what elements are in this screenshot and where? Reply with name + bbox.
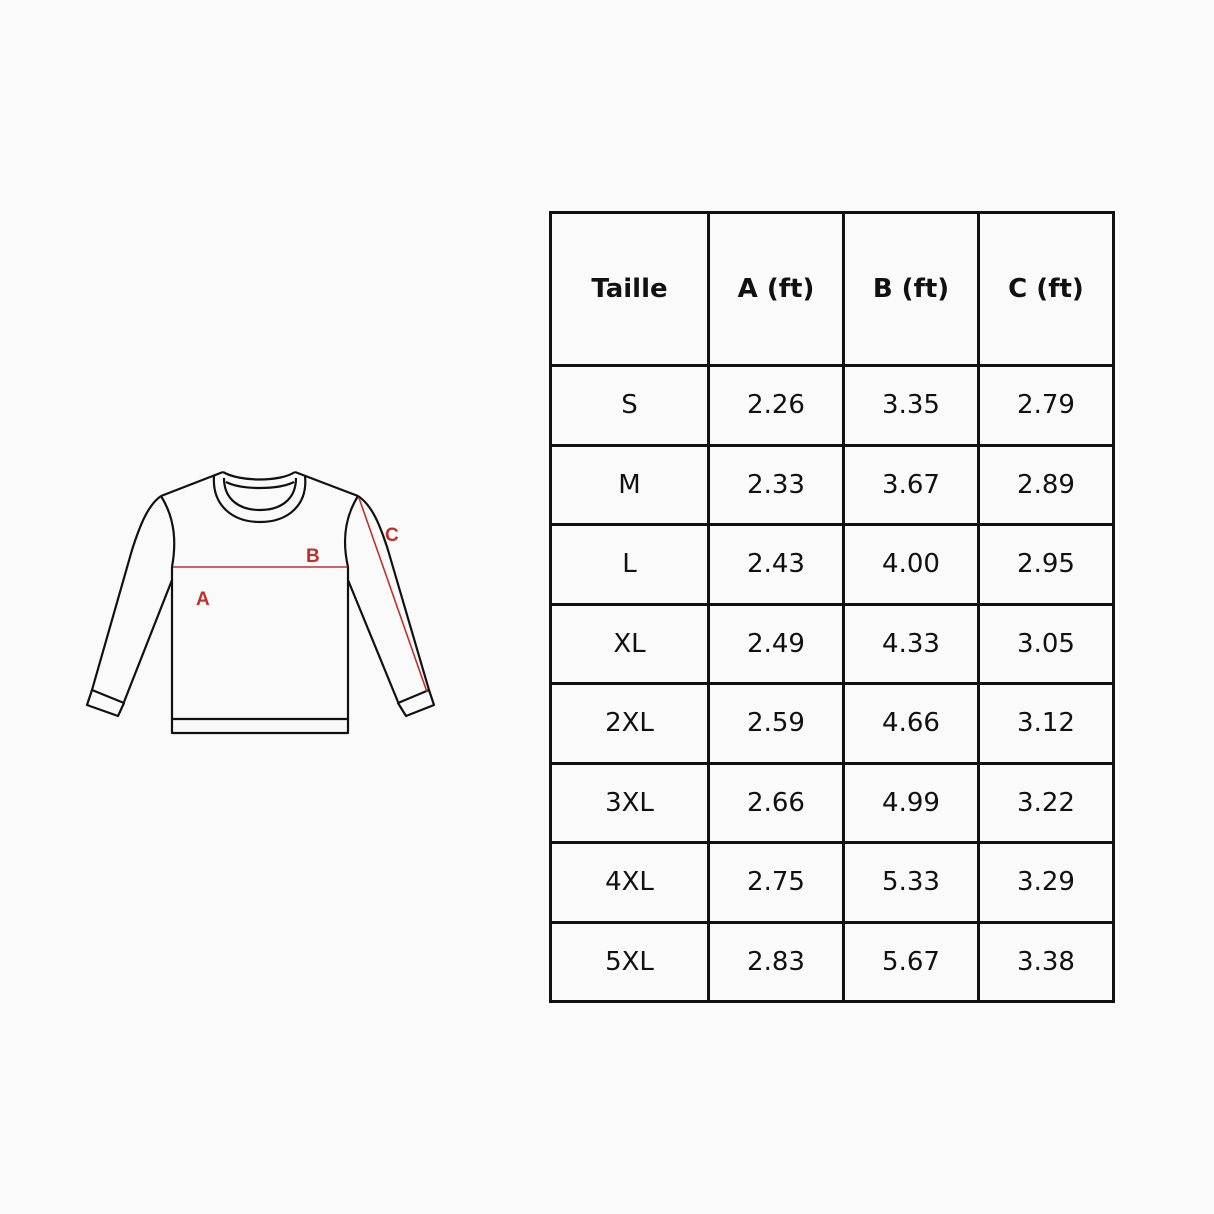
cell-b: 4.66 <box>842 682 980 765</box>
table-header-row: Taille A (ft) B (ft) C (ft) <box>549 211 1115 367</box>
cell-b: 5.33 <box>842 841 980 924</box>
cell-size: L <box>549 523 710 606</box>
cell-c: 2.89 <box>977 443 1115 526</box>
header-a: A (ft) <box>707 211 845 367</box>
label-a: A <box>196 589 210 610</box>
header-c: C (ft) <box>977 211 1115 367</box>
cell-a: 2.33 <box>707 443 845 526</box>
cell-c: 2.95 <box>977 523 1115 606</box>
table-row: XL 2.49 4.33 3.05 <box>549 602 1115 685</box>
cell-size: M <box>549 443 710 526</box>
cell-c: 2.79 <box>977 364 1115 447</box>
table-row: 3XL 2.66 4.99 3.22 <box>549 761 1115 844</box>
header-b: B (ft) <box>842 211 980 367</box>
table-row: L 2.43 4.00 2.95 <box>549 523 1115 606</box>
cell-a: 2.66 <box>707 761 845 844</box>
cell-b: 4.00 <box>842 523 980 606</box>
cell-size: S <box>549 364 710 447</box>
cell-b: 3.35 <box>842 364 980 447</box>
cell-size: 3XL <box>549 761 710 844</box>
cell-size: 5XL <box>549 920 710 1003</box>
table-row: S 2.26 3.35 2.79 <box>549 364 1115 447</box>
table-row: 4XL 2.75 5.33 3.29 <box>549 841 1115 924</box>
cell-c: 3.22 <box>977 761 1115 844</box>
sweater-diagram: A B C <box>85 470 436 735</box>
cell-size: 4XL <box>549 841 710 924</box>
cell-a: 2.59 <box>707 682 845 765</box>
cell-b: 5.67 <box>842 920 980 1003</box>
cell-a: 2.49 <box>707 602 845 685</box>
measure-line-c <box>358 497 428 693</box>
cell-c: 3.38 <box>977 920 1115 1003</box>
cell-size: 2XL <box>549 682 710 765</box>
table-row: M 2.33 3.67 2.89 <box>549 443 1115 526</box>
sweater-outline <box>85 470 436 735</box>
cell-a: 2.43 <box>707 523 845 606</box>
cell-a: 2.26 <box>707 364 845 447</box>
cell-c: 3.29 <box>977 841 1115 924</box>
cell-b: 3.67 <box>842 443 980 526</box>
cell-c: 3.12 <box>977 682 1115 765</box>
table-row: 2XL 2.59 4.66 3.12 <box>549 682 1115 765</box>
size-chart-table: Taille A (ft) B (ft) C (ft) S 2.26 3.35 2.7… <box>549 211 1115 1003</box>
cell-a: 2.75 <box>707 841 845 924</box>
table-row: 5XL 2.83 5.67 3.38 <box>549 920 1115 1003</box>
cell-size: XL <box>549 602 710 685</box>
header-size: Taille <box>549 211 710 367</box>
label-b: B <box>306 546 320 567</box>
cell-b: 4.33 <box>842 602 980 685</box>
cell-a: 2.83 <box>707 920 845 1003</box>
label-c: C <box>385 525 399 546</box>
cell-b: 4.99 <box>842 761 980 844</box>
cell-c: 3.05 <box>977 602 1115 685</box>
